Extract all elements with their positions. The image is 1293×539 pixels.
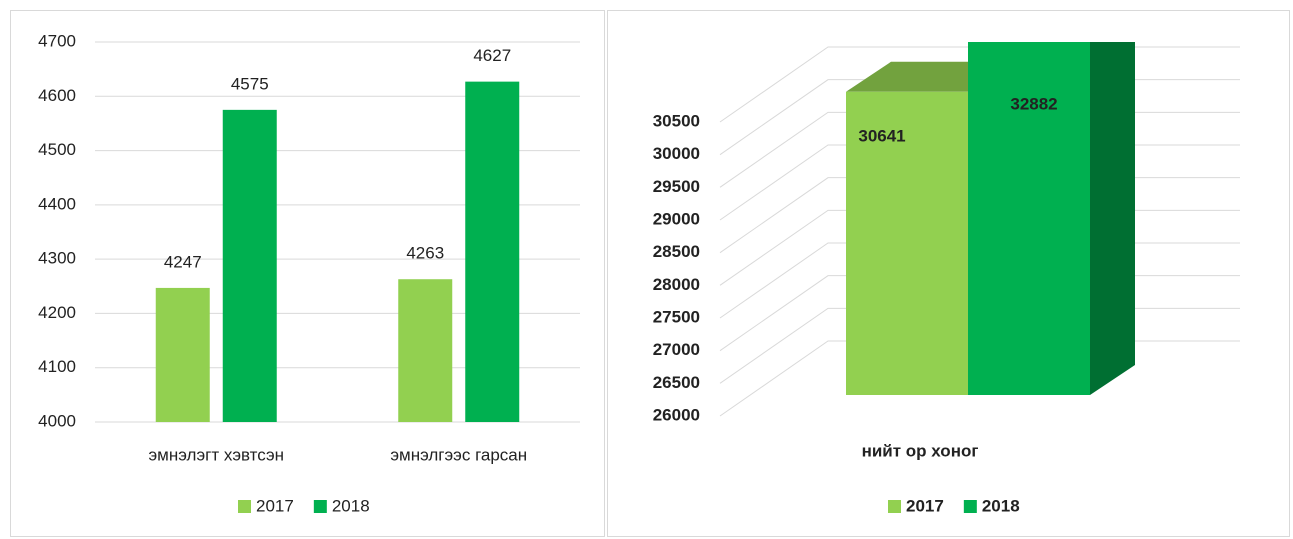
y-tick-label: 4600 [38, 86, 76, 105]
data-label: 32882 [1010, 94, 1057, 113]
bar [155, 287, 210, 422]
y-tick-label: 4200 [38, 303, 76, 322]
y-tick-label: 4400 [38, 194, 76, 213]
y-tick-label: 28000 [653, 275, 700, 294]
y-tick-label: 28500 [653, 242, 700, 261]
chart-frame [10, 10, 605, 537]
y-tick-label: 30500 [653, 111, 700, 130]
bars [846, 42, 1135, 396]
y-tick-label: 29000 [653, 209, 700, 228]
bar [465, 81, 520, 422]
data-label: 4247 [164, 252, 202, 271]
bar [398, 279, 453, 422]
x-tick-label: нийт ор хоног [862, 441, 979, 460]
y-tick-label: 4100 [38, 357, 76, 376]
legend-label: 2017 [256, 496, 294, 515]
bar [222, 109, 277, 422]
data-label: 4263 [406, 244, 444, 263]
data-label: 30641 [858, 126, 905, 145]
bar [846, 91, 968, 396]
y-tick-label: 4700 [38, 31, 76, 50]
y-tick-label: 4000 [38, 411, 76, 430]
y-tick-label: 26500 [653, 373, 700, 392]
chart-frame [607, 10, 1290, 537]
legend-label: 2018 [332, 496, 370, 515]
legend-label: 2018 [982, 496, 1020, 515]
legend-swatch [963, 500, 977, 513]
data-label: 4575 [231, 74, 269, 93]
x-tick-label: эмнэлгээс гарсан [390, 445, 527, 464]
y-tick-label: 30000 [653, 144, 700, 163]
y-tick-label: 4300 [38, 249, 76, 268]
y-tick-label: 27500 [653, 307, 700, 326]
legend-label: 2017 [906, 496, 944, 515]
legend-swatch [888, 500, 901, 513]
bar [968, 42, 1090, 395]
x-tick-label: эмнэлэгт хэвтсэн [148, 445, 284, 464]
bar-side [1090, 42, 1135, 395]
data-label: 4627 [473, 46, 511, 65]
legend-swatch [238, 500, 251, 513]
y-tick-label: 27000 [653, 340, 700, 359]
legend-swatch [313, 500, 327, 513]
y-tick-label: 26000 [653, 405, 700, 424]
y-tick-label: 29500 [653, 177, 700, 196]
y-tick-label: 4500 [38, 140, 76, 159]
